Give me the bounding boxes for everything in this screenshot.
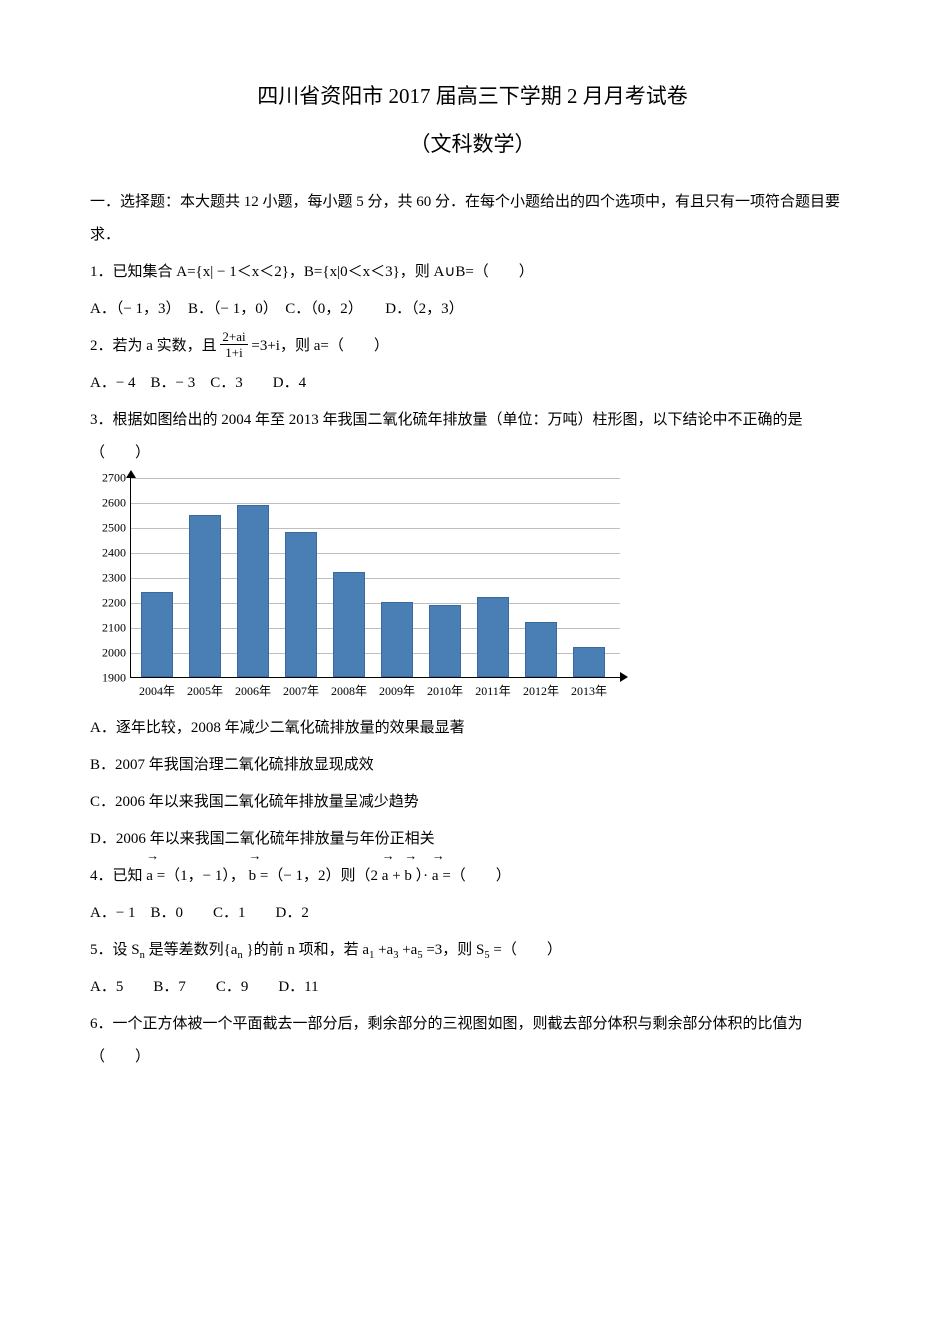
sub-1: 1 [369, 950, 374, 961]
q4-p4: + [392, 868, 400, 884]
q4-p3: =（− 1，2）则（2 [260, 868, 378, 884]
chart-bar [429, 605, 461, 678]
question-5: 5．设 Sn 是等差数列{an }的前 n 项和，若 a1 +a3 +a5 =3… [90, 934, 855, 967]
chart-bar [381, 602, 413, 677]
chart-x-tick: 2008年 [331, 682, 367, 699]
question-2-options: A．− 4 B．− 3 C．3 D．4 [90, 367, 855, 400]
chart-y-tick: 2000 [90, 646, 126, 661]
q5-p4: +a [378, 942, 393, 958]
frac-num: 2+ai [220, 330, 247, 345]
q2-suffix: =3+i，则 a=（ ） [251, 338, 388, 354]
sub-3: 3 [393, 950, 398, 961]
chart-x-tick: 2007年 [283, 682, 319, 699]
sub-5: 5 [484, 950, 489, 961]
q5-p2: 是等差数列{a [149, 942, 238, 958]
chart-bar [237, 505, 269, 678]
chart-y-tick: 2100 [90, 621, 126, 636]
chart-x-tick: 2006年 [235, 682, 271, 699]
q4-p2: =（1，− 1）， [157, 868, 245, 884]
sub-n: n [140, 950, 145, 961]
chart-bar [573, 647, 605, 677]
chart-x-tick: 2004年 [139, 682, 175, 699]
vector-a-icon: a [432, 860, 439, 893]
q4-p6: =（ ） [442, 868, 510, 884]
page-subtitle: （文科数学） [90, 128, 855, 158]
so2-bar-chart: 190020002100220023002400250026002700 200… [90, 478, 630, 708]
y-axis-arrow-icon [126, 470, 136, 478]
vector-b-icon: b [249, 860, 257, 893]
vector-b-icon: b [404, 860, 412, 893]
chart-bar [477, 597, 509, 677]
vector-a-icon: a [146, 860, 153, 893]
sub-n: n [237, 950, 242, 961]
chart-bar [189, 515, 221, 678]
question-3-option-a: A．逐年比较，2008 年减少二氧化硫排放量的效果最显著 [90, 712, 855, 745]
chart-y-tick: 2700 [90, 471, 126, 486]
q5-p5: +a [402, 942, 417, 958]
chart-bar [525, 622, 557, 677]
q5-p3: }的前 n 项和，若 a [246, 942, 369, 958]
chart-y-tick: 1900 [90, 671, 126, 686]
chart-bar [285, 532, 317, 677]
chart-x-tick: 2012年 [523, 682, 559, 699]
chart-gridline [131, 478, 620, 479]
chart-y-tick: 2400 [90, 546, 126, 561]
question-1-options: A．（− 1，3） B．（− 1，0） C．（0，2） D．（2，3） [90, 293, 855, 326]
q2-fraction: 2+ai 1+i [220, 330, 247, 359]
sub-5: 5 [417, 950, 422, 961]
question-4-options: A．− 1 B．0 C．1 D．2 [90, 897, 855, 930]
question-3-option-d: D．2006 年以来我国二氧化硫年排放量与年份正相关 [90, 823, 855, 856]
question-1: 1．已知集合 A={x| − 1＜x＜2}，B={x|0＜x＜3}，则 A∪B=… [90, 256, 855, 289]
chart-y-tick: 2300 [90, 571, 126, 586]
chart-plot-area: 2004年2005年2006年2007年2008年2009年2010年2011年… [130, 478, 620, 678]
vector-a-icon: a [382, 860, 389, 893]
chart-gridline [131, 503, 620, 504]
chart-x-tick: 2010年 [427, 682, 463, 699]
chart-x-tick: 2005年 [187, 682, 223, 699]
chart-bar [333, 572, 365, 677]
x-axis-arrow-icon [620, 672, 628, 682]
chart-y-tick: 2600 [90, 496, 126, 511]
chart-x-tick: 2013年 [571, 682, 607, 699]
chart-x-tick: 2009年 [379, 682, 415, 699]
chart-y-tick: 2200 [90, 596, 126, 611]
q5-p6: =3，则 S [426, 942, 484, 958]
q5-p7: =（ ） [493, 942, 561, 958]
frac-den: 1+i [220, 345, 247, 359]
q5-p1: 5．设 S [90, 942, 140, 958]
chart-y-tick: 2500 [90, 521, 126, 536]
q4-p5: ）· [416, 868, 429, 884]
q4-p1: 4．已知 [90, 868, 143, 884]
question-3-option-c: C．2006 年以来我国二氧化硫年排放量呈减少趋势 [90, 786, 855, 819]
chart-x-tick: 2011年 [475, 682, 511, 699]
question-3: 3．根据如图给出的 2004 年至 2013 年我国二氧化硫年排放量（单位：万吨… [90, 404, 855, 470]
question-3-option-b: B．2007 年我国治理二氧化硫排放显现成效 [90, 749, 855, 782]
chart-bar [141, 592, 173, 677]
section-header: 一．选择题：本大题共 12 小题，每小题 5 分，共 60 分．在每个小题给出的… [90, 186, 855, 252]
question-6: 6．一个正方体被一个平面截去一部分后，剩余部分的三视图如图，则截去部分体积与剩余… [90, 1008, 855, 1074]
question-4: 4．已知 a =（1，− 1）， b =（− 1，2）则（2 a + b ）· … [90, 860, 855, 893]
question-5-options: A．5 B．7 C．9 D．11 [90, 971, 855, 1004]
q2-prefix: 2．若为 a 实数，且 [90, 338, 217, 354]
question-2: 2．若为 a 实数，且 2+ai 1+i =3+i，则 a=（ ） [90, 330, 855, 363]
page-title: 四川省资阳市 2017 届高三下学期 2 月月考试卷 [90, 80, 855, 110]
